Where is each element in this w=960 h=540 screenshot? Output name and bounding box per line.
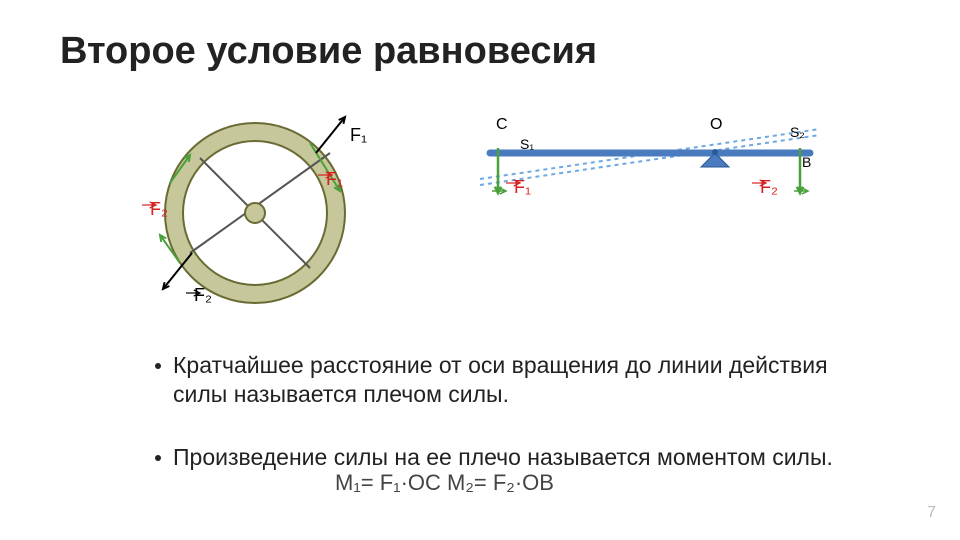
svg-text:C: C bbox=[496, 116, 508, 133]
svg-text:F₂: F₂ bbox=[760, 177, 778, 197]
svg-text:S₂: S₂ bbox=[790, 124, 805, 140]
slide: Второе условие равновесия F₁ F₂ F₁ F₂ F₁ F₂ C… bbox=[0, 0, 960, 540]
formula-text: M₁= F₁·OC M₂= F₂·OB bbox=[335, 470, 554, 496]
bullet-text: Произведение силы на ее плечо называется… bbox=[173, 443, 833, 472]
svg-text:O: O bbox=[710, 116, 722, 133]
bullet-dot-icon bbox=[155, 363, 161, 369]
svg-text:F₂: F₂ bbox=[194, 285, 212, 305]
wheel-diagram: F₁ F₂ F₁ F₂ bbox=[130, 93, 410, 323]
svg-text:B: B bbox=[802, 154, 811, 170]
svg-text:S₁: S₁ bbox=[520, 136, 534, 152]
svg-text:F₂: F₂ bbox=[150, 199, 168, 219]
svg-text:F₁: F₁ bbox=[350, 125, 367, 145]
lever-svg: F₁ F₂ C O B S₁ S₂ bbox=[470, 93, 830, 233]
lever-diagram: F₁ F₂ C O B S₁ S₂ bbox=[470, 93, 830, 233]
svg-text:F₁: F₁ bbox=[514, 177, 531, 197]
diagrams-row: F₁ F₂ F₁ F₂ F₁ F₂ C O B S₁ S₂ bbox=[130, 93, 900, 323]
bullet-item: Кратчайшее расстояние от оси вращения до… bbox=[155, 351, 855, 409]
bullet-item: Произведение силы на ее плечо называется… bbox=[155, 443, 855, 472]
slide-title: Второе условие равновесия bbox=[60, 30, 900, 73]
bullet-dot-icon bbox=[155, 455, 161, 461]
svg-text:F₁: F₁ bbox=[326, 169, 343, 189]
page-number: 7 bbox=[927, 504, 936, 522]
bullet-list: Кратчайшее расстояние от оси вращения до… bbox=[155, 351, 900, 471]
bullet-text: Кратчайшее расстояние от оси вращения до… bbox=[173, 351, 855, 409]
wheel-svg: F₁ F₂ F₁ F₂ bbox=[130, 93, 410, 323]
